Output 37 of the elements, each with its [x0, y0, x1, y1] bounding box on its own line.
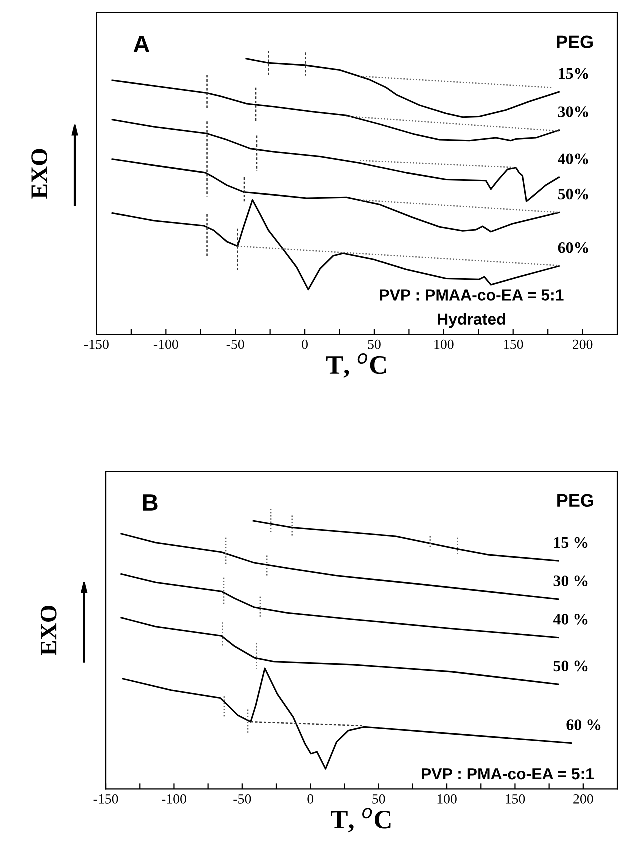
- x-tick-label: 0: [308, 794, 314, 804]
- x-tick-label: 50: [368, 340, 381, 350]
- x-tick-label: -100: [154, 340, 178, 350]
- x-tick-label: 150: [506, 794, 526, 804]
- annotation: PVP : PMAA-co-EA = 5:1: [380, 290, 564, 301]
- x-tick-label: 50: [372, 794, 386, 804]
- x-axis-title: T, $^{o}$C: [326, 353, 386, 378]
- text: PEG: [557, 36, 593, 48]
- chart-title: A: [134, 36, 150, 52]
- chart-title: B: [143, 494, 158, 511]
- x-tick-label: -100: [162, 794, 186, 804]
- series-label: 50%: [558, 188, 588, 200]
- text: PEG: [558, 494, 594, 508]
- annotation: PVP : PMA-co-EA = 5:1: [422, 768, 594, 780]
- x-tick-label: 200: [572, 340, 593, 350]
- series-label: 30%: [558, 106, 588, 118]
- x-tick-label: 200: [574, 794, 594, 804]
- x-tick-label: -150: [84, 340, 109, 350]
- y-axis-title: EXO: [40, 606, 57, 656]
- x-tick-label: 100: [438, 794, 457, 804]
- x-axis-title: T, $^{o}$C: [331, 808, 391, 833]
- series-label: 50 %: [554, 660, 588, 672]
- annotation: Hydrated: [438, 313, 506, 328]
- series-label: 30 %: [554, 576, 588, 587]
- series-label: 15 %: [554, 537, 588, 548]
- x-tick-label: 100: [434, 340, 454, 350]
- x-tick-label: -50: [226, 340, 244, 350]
- x-tick-label: -50: [234, 794, 252, 804]
- series-label: 15%: [559, 68, 588, 80]
- series-label: 40%: [558, 154, 588, 165]
- series-label: 40 %: [553, 614, 588, 625]
- x-tick-label: 150: [504, 340, 524, 350]
- x-tick-label: -150: [94, 794, 118, 804]
- series-label: 60%: [558, 242, 588, 254]
- x-tick-label: 0: [302, 340, 308, 350]
- series-label: 60 %: [566, 720, 601, 730]
- y-axis-title: EXO: [32, 149, 48, 199]
